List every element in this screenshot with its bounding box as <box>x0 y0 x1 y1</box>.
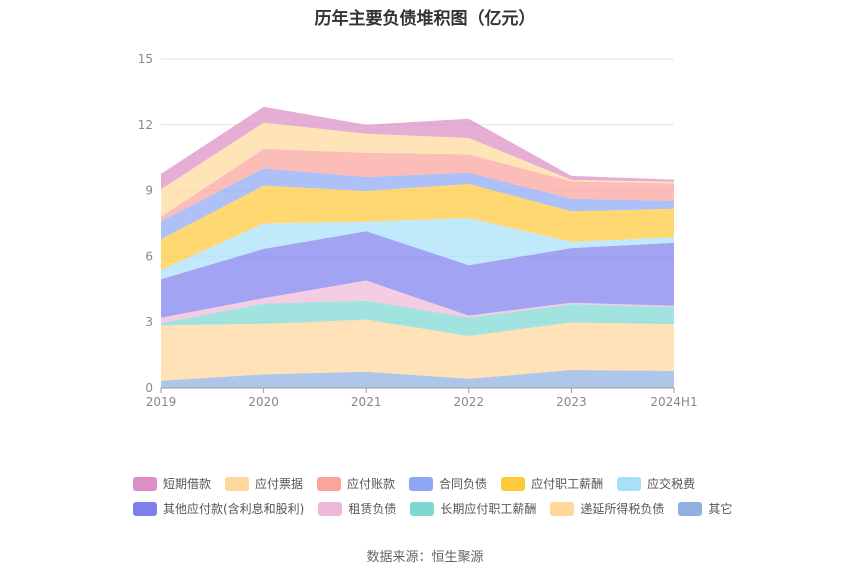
y-tick-label: 12 <box>138 118 153 132</box>
chart-title: 历年主要负债堆积图（亿元） <box>314 9 536 29</box>
legend-item[interactable]: 应付职工薪酬 <box>501 475 603 492</box>
legend-item[interactable]: 应付票据 <box>225 475 303 492</box>
legend-swatch <box>410 501 435 516</box>
area-series-其他应付款(含利息和股利) <box>161 231 674 318</box>
legend-item[interactable]: 短期借款 <box>133 475 211 492</box>
legend-row: 短期借款 应付票据 应付账款 合同负债 应付职工薪酬 应交税费 <box>133 471 773 496</box>
legend-item[interactable]: 应交税费 <box>617 475 695 492</box>
area-series <box>161 106 674 388</box>
area-series-应付账款 <box>161 148 674 222</box>
area-series-短期借款 <box>161 106 674 190</box>
legend-item[interactable]: 递延所得税负债 <box>550 500 664 517</box>
y-tick-label: 6 <box>145 249 153 263</box>
legend-swatch <box>318 501 343 516</box>
y-tick-label: 9 <box>145 184 153 198</box>
legend-label: 其它 <box>708 502 733 516</box>
x-tick-label: 2021 <box>351 395 382 409</box>
area-series-应付职工薪酬 <box>161 184 674 270</box>
x-tick-label: 2020 <box>248 395 279 409</box>
legend-swatch <box>617 476 642 491</box>
legend-swatch <box>133 476 157 491</box>
legend-swatch <box>409 476 434 491</box>
legend-label: 应付票据 <box>255 477 304 491</box>
y-tick-label: 15 <box>138 52 153 66</box>
x-tick-label: 2019 <box>146 395 177 409</box>
legend-label: 短期借款 <box>163 477 212 491</box>
legend-label: 长期应付职工薪酬 <box>440 502 537 516</box>
legend-label: 合同负债 <box>439 477 488 491</box>
legend-label: 应付账款 <box>347 477 396 491</box>
area-series-应交税费 <box>161 218 674 280</box>
legend-label: 递延所得税负债 <box>580 502 665 516</box>
x-tick-label: 2023 <box>556 395 587 409</box>
axes: 0 3 6 9 12 15 2019 2020 2021 2022 2023 2024H1 <box>138 52 698 409</box>
legend-swatch <box>317 476 342 491</box>
area-series-递延所得税负债 <box>161 319 674 381</box>
legend: 短期借款 应付票据 应付账款 合同负债 应付职工薪酬 应交税费 其他应付款(含利息和股利)… <box>133 471 773 521</box>
legend-swatch <box>133 501 157 516</box>
legend-label: 应交税费 <box>647 477 696 491</box>
area-series-长期应付职工薪酬 <box>161 300 674 336</box>
legend-item[interactable]: 长期应付职工薪酬 <box>410 500 536 517</box>
x-tick-label: 2022 <box>454 395 485 409</box>
legend-row: 其他应付款(含利息和股利) 租赁负债 长期应付职工薪酬 递延所得税负债 其它 <box>133 496 773 521</box>
x-tick-label: 2024H1 <box>650 395 697 409</box>
legend-item[interactable]: 应付账款 <box>317 475 395 492</box>
legend-label: 应付职工薪酬 <box>531 477 604 491</box>
legend-label: 租赁负债 <box>348 502 397 516</box>
area-series-应付票据 <box>161 122 674 217</box>
legend-item[interactable]: 其他应付款(含利息和股利) <box>133 500 304 517</box>
area-series-合同负债 <box>161 168 674 240</box>
legend-item[interactable]: 其它 <box>678 500 732 517</box>
y-tick-label: 3 <box>145 315 153 329</box>
legend-swatch <box>225 476 250 491</box>
stacked-area-chart: 0 3 6 9 12 15 2019 2020 2021 2022 2023 2024H1 <box>138 52 698 409</box>
data-source: 数据来源：恒生聚源 <box>366 550 484 565</box>
legend-swatch <box>678 501 703 516</box>
legend-swatch <box>550 501 575 516</box>
y-tick-label: 0 <box>145 381 153 395</box>
area-series-租赁负债 <box>161 280 674 324</box>
legend-swatch <box>501 476 526 491</box>
area-series-其它 <box>161 370 674 388</box>
legend-item[interactable]: 租赁负债 <box>318 500 396 517</box>
legend-item[interactable]: 合同负债 <box>409 475 487 492</box>
legend-label: 其他应付款(含利息和股利) <box>163 502 305 516</box>
